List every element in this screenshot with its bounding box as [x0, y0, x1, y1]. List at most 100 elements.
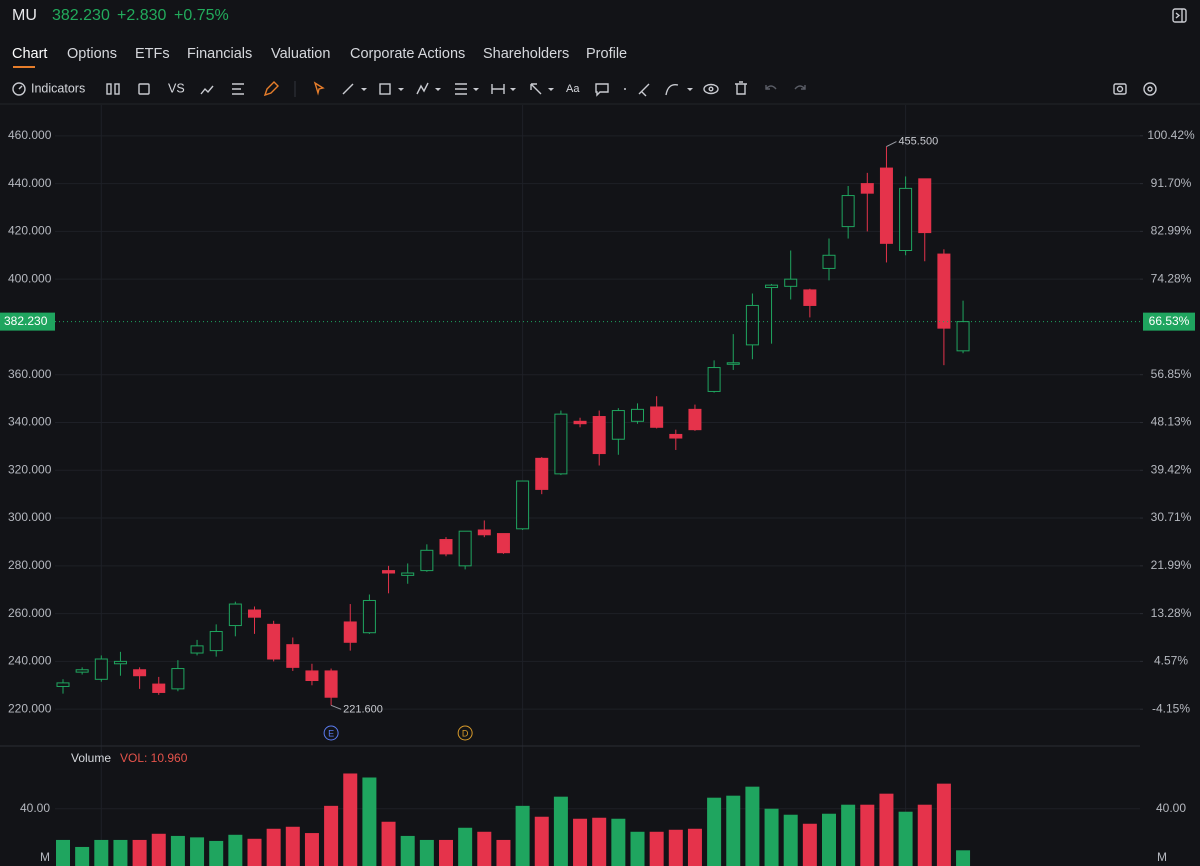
volume-bar [496, 839, 511, 866]
candle-body [765, 284, 779, 289]
visibility-button[interactable] [703, 83, 719, 95]
screenshot-button[interactable] [1113, 83, 1127, 95]
dropdown[interactable] [361, 88, 367, 91]
event-marker[interactable] [457, 725, 473, 741]
undo-button[interactable] [765, 85, 777, 90]
compare-button[interactable]: VS [168, 81, 185, 95]
measure-tool[interactable] [491, 84, 505, 94]
y2-tick-label: 13.28% [1151, 606, 1192, 620]
volume-bar [956, 850, 971, 866]
text-tool[interactable]: Aa [566, 83, 580, 95]
volume-unit-right: M [1157, 850, 1167, 864]
y-tick-label: 220.000 [8, 701, 52, 715]
tab[interactable]: Shareholders [483, 46, 569, 62]
annotation-label: 455.500 [898, 135, 938, 147]
tab[interactable]: Financials [187, 46, 252, 62]
volume-bar [458, 827, 473, 866]
volume-bar [477, 831, 492, 866]
annotation-label: 221.600 [343, 703, 383, 715]
candle-body [152, 683, 166, 693]
volume-bar [687, 828, 702, 866]
candle-body [745, 304, 759, 346]
candle-body [535, 457, 549, 490]
y2-tick-label: 48.13% [1151, 415, 1192, 429]
dropdown[interactable] [687, 88, 693, 91]
symbol: MU [12, 7, 37, 24]
price-chart: 460.000 440.000 420.000 400.000 360.000 340.0… [0, 105, 1195, 866]
note-tool[interactable] [595, 83, 609, 97]
settings-button[interactable] [1143, 82, 1157, 96]
y2-tick-label: 82.99% [1151, 224, 1192, 238]
candle-body [860, 183, 874, 194]
cursor-tool[interactable] [313, 81, 325, 96]
candle-body [324, 670, 338, 698]
tab[interactable]: Valuation [271, 46, 330, 62]
redo-button[interactable] [794, 85, 806, 90]
arrow-tool[interactable] [530, 83, 542, 95]
candle-body [209, 631, 223, 652]
y2-tick-label: -4.15% [1152, 701, 1190, 715]
dot [624, 88, 626, 90]
eraser-tool[interactable] [638, 83, 650, 97]
volume-bar [75, 846, 90, 866]
candle-body [382, 570, 396, 574]
candle-body [267, 623, 281, 660]
event-marker[interactable] [323, 725, 339, 741]
y2-tick-label: 30.71% [1151, 510, 1192, 524]
volume-bar [936, 783, 951, 866]
volume-bar [381, 821, 396, 866]
price-label: 382.230 [4, 314, 48, 328]
chart-style-button[interactable] [200, 85, 214, 95]
price-pct-box [1143, 312, 1195, 331]
indicators-button[interactable]: Indicators [12, 81, 85, 96]
line-tool[interactable] [342, 83, 354, 95]
template-button[interactable] [232, 83, 244, 95]
volume-bar [56, 839, 70, 866]
candle-body [669, 433, 683, 439]
candle-body [305, 670, 319, 682]
y-tick-label: 240.000 [8, 654, 52, 668]
shape-tool[interactable] [379, 83, 391, 95]
expand-button[interactable] [1172, 8, 1187, 23]
candle-body [688, 408, 702, 431]
y2-tick-label: 56.85% [1151, 367, 1192, 381]
dropdown[interactable] [435, 88, 441, 91]
tab[interactable]: Corporate Actions [350, 46, 465, 62]
tab[interactable]: Profile [586, 46, 627, 62]
volume-bar [573, 818, 588, 866]
tab[interactable]: Chart [12, 46, 47, 62]
dropdown[interactable] [548, 88, 554, 91]
tab[interactable]: Options [67, 46, 117, 62]
price-pct-label: 66.53% [1149, 314, 1190, 328]
dropdown[interactable] [398, 88, 404, 91]
price-label-box [0, 312, 55, 331]
y2-tick-label: 4.57% [1154, 654, 1188, 668]
pattern-tool[interactable] [416, 82, 429, 95]
dropdown[interactable] [510, 88, 516, 91]
y2-tick-label: 74.28% [1151, 271, 1192, 285]
dropdown[interactable] [473, 88, 479, 91]
candle-body [113, 660, 127, 665]
candle-type-button[interactable] [106, 83, 120, 95]
candle-body [592, 416, 606, 455]
delete-button[interactable] [735, 81, 747, 95]
volume-bar [343, 773, 358, 866]
y-tick-label: 280.000 [8, 558, 52, 572]
candle-body [707, 367, 721, 392]
fib-tool[interactable] [455, 83, 467, 95]
magnet-tool[interactable] [665, 84, 679, 96]
layout-button[interactable] [138, 83, 150, 95]
volume-bar [745, 786, 760, 866]
candle-body [190, 645, 204, 654]
y-tick-label: 440.000 [8, 176, 52, 190]
volume-bar [841, 804, 856, 866]
candle-body [56, 682, 70, 687]
annotation-connector [886, 141, 897, 148]
tab[interactable]: ETFs [135, 46, 170, 62]
candle-body [956, 321, 970, 352]
candle-body [228, 603, 242, 627]
draw-button[interactable] [263, 81, 279, 97]
volume-bar [764, 808, 779, 866]
